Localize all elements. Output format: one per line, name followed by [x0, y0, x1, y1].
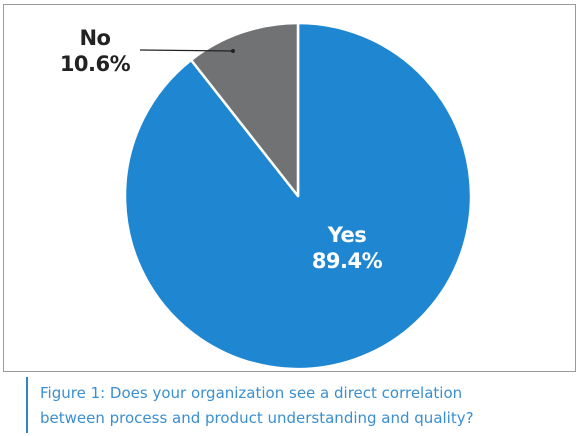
pie-slices	[123, 21, 473, 371]
pie-slice-no	[189, 21, 300, 198]
caption-line-2: between process and product understandin…	[40, 409, 474, 427]
slice-value-no: 10.6%	[60, 52, 131, 76]
figure-caption: Figure 1: Does your organization see a d…	[26, 377, 576, 433]
caption-line-1: Figure 1: Does your organization see a d…	[40, 384, 463, 402]
slice-label-no: No	[79, 26, 110, 50]
slice-label-yes: Yes	[327, 223, 367, 247]
leader-lines	[139, 49, 235, 53]
leader-line-no	[139, 49, 234, 52]
figure-frame: Yes 89.4% No 10.6%	[3, 4, 576, 372]
slice-value-yes: 89.4%	[312, 249, 383, 273]
leader-dot-no	[231, 49, 235, 53]
